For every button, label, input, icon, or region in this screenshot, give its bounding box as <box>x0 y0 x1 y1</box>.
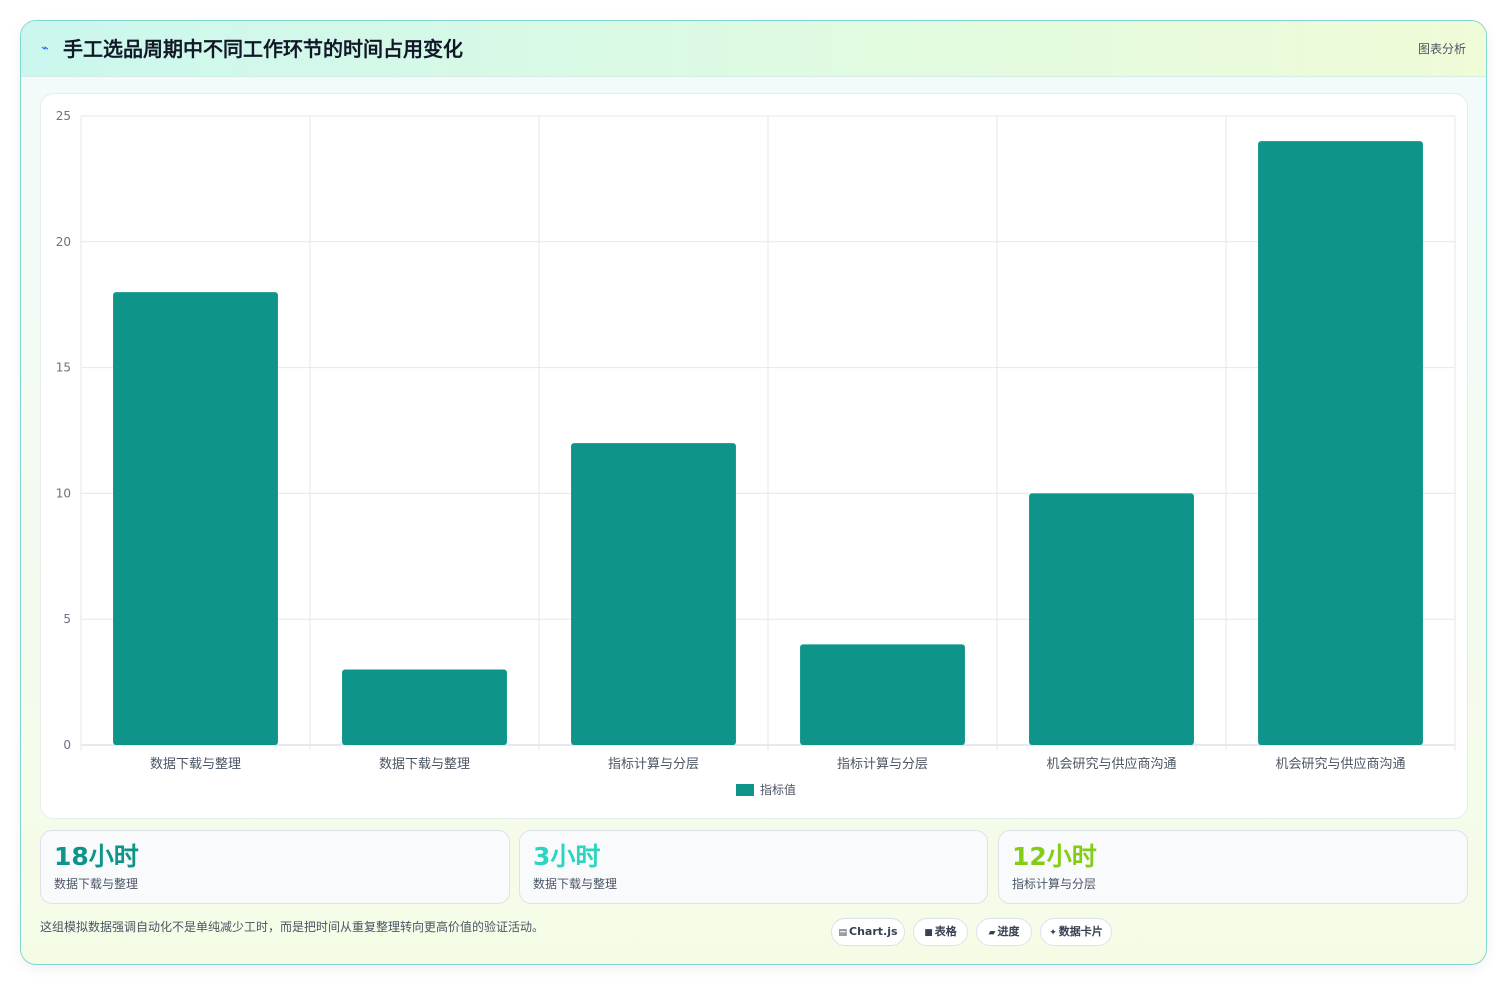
chip-label: 表格 <box>934 925 957 938</box>
chart-title: 手工选品周期中不同工作环节的时间占用变化 <box>63 37 463 61</box>
stat-card-1: 18小时 数据下载与整理 <box>40 830 510 904</box>
bar-chart: 0 5 10 15 20 25 数据下载与整理 数据下载与整理 指标计算与分层 指标计算与分层 机会… <box>56 109 1456 797</box>
legend-label: 指标值 <box>760 782 796 797</box>
chip-label: Chart.js <box>849 925 898 938</box>
x-tick-label: 指标计算与分层 <box>608 757 699 772</box>
chip-label: 数据卡片 <box>1058 925 1103 938</box>
y-tick-label: 25 <box>56 109 71 123</box>
chart-analysis-badge: 图表分析 <box>1417 42 1466 56</box>
stat-value-3: 12小时 <box>1012 842 1097 871</box>
bar <box>342 669 507 745</box>
stat-label-3: 指标计算与分层 <box>1012 877 1097 891</box>
bar <box>800 644 965 745</box>
chart-card: ⌁ 手工选品周期中不同工作环节的时间占用变化 图表分析 0 5 10 15 20 25 数据… <box>20 20 1487 965</box>
chip-label: 进度 <box>997 925 1020 938</box>
chip-progress[interactable]: ▰ 进度 <box>976 918 1032 946</box>
chip-data-card[interactable]: ✦ 数据卡片 <box>1040 918 1112 946</box>
bar <box>571 443 736 745</box>
chart-icon: ▤ <box>838 928 847 938</box>
y-tick-label: 15 <box>56 361 71 375</box>
sparkle-icon: ⌁ <box>41 41 49 56</box>
progress-icon: ▰ <box>988 928 996 938</box>
chip-table[interactable]: ■ 表格 <box>913 918 968 946</box>
legend-swatch <box>736 784 754 796</box>
stat-value-1: 18小时 <box>54 842 139 871</box>
stat-card-3: 12小时 指标计算与分层 <box>998 830 1468 904</box>
y-tick-label: 10 <box>56 486 71 500</box>
stat-label-1: 数据下载与整理 <box>54 877 139 891</box>
bar <box>1029 493 1194 745</box>
stat-card-2: 3小时 数据下载与整理 <box>519 830 988 904</box>
y-tick-label: 0 <box>63 738 71 752</box>
table-icon: ■ <box>924 928 933 938</box>
stat-label-2: 数据下载与整理 <box>533 877 618 891</box>
x-tick-label: 机会研究与供应商沟通 <box>1046 756 1176 772</box>
x-tick-label: 指标计算与分层 <box>837 757 928 772</box>
chart-panel: 0 5 10 15 20 25 数据下载与整理 数据下载与整理 指标计算与分层 指标计算与分层 机会… <box>40 93 1468 819</box>
y-tick-label: 20 <box>56 235 71 249</box>
y-tick-label: 5 <box>63 612 71 626</box>
card-icon: ✦ <box>1049 928 1057 938</box>
card-header: ⌁ 手工选品周期中不同工作环节的时间占用变化 图表分析 <box>21 21 1486 77</box>
chip-chartjs[interactable]: ▤ Chart.js <box>831 918 905 946</box>
bar <box>113 292 278 745</box>
stat-value-2: 3小时 <box>533 842 601 871</box>
footnote: 这组模拟数据强调自动化不是单纯减少工时，而是把时间从重复整理转向更高价值的验证活… <box>40 920 545 934</box>
bar <box>1258 141 1423 745</box>
x-tick-label: 机会研究与供应商沟通 <box>1275 756 1405 772</box>
x-tick-label: 数据下载与整理 <box>150 757 241 772</box>
x-tick-label: 数据下载与整理 <box>379 757 470 772</box>
